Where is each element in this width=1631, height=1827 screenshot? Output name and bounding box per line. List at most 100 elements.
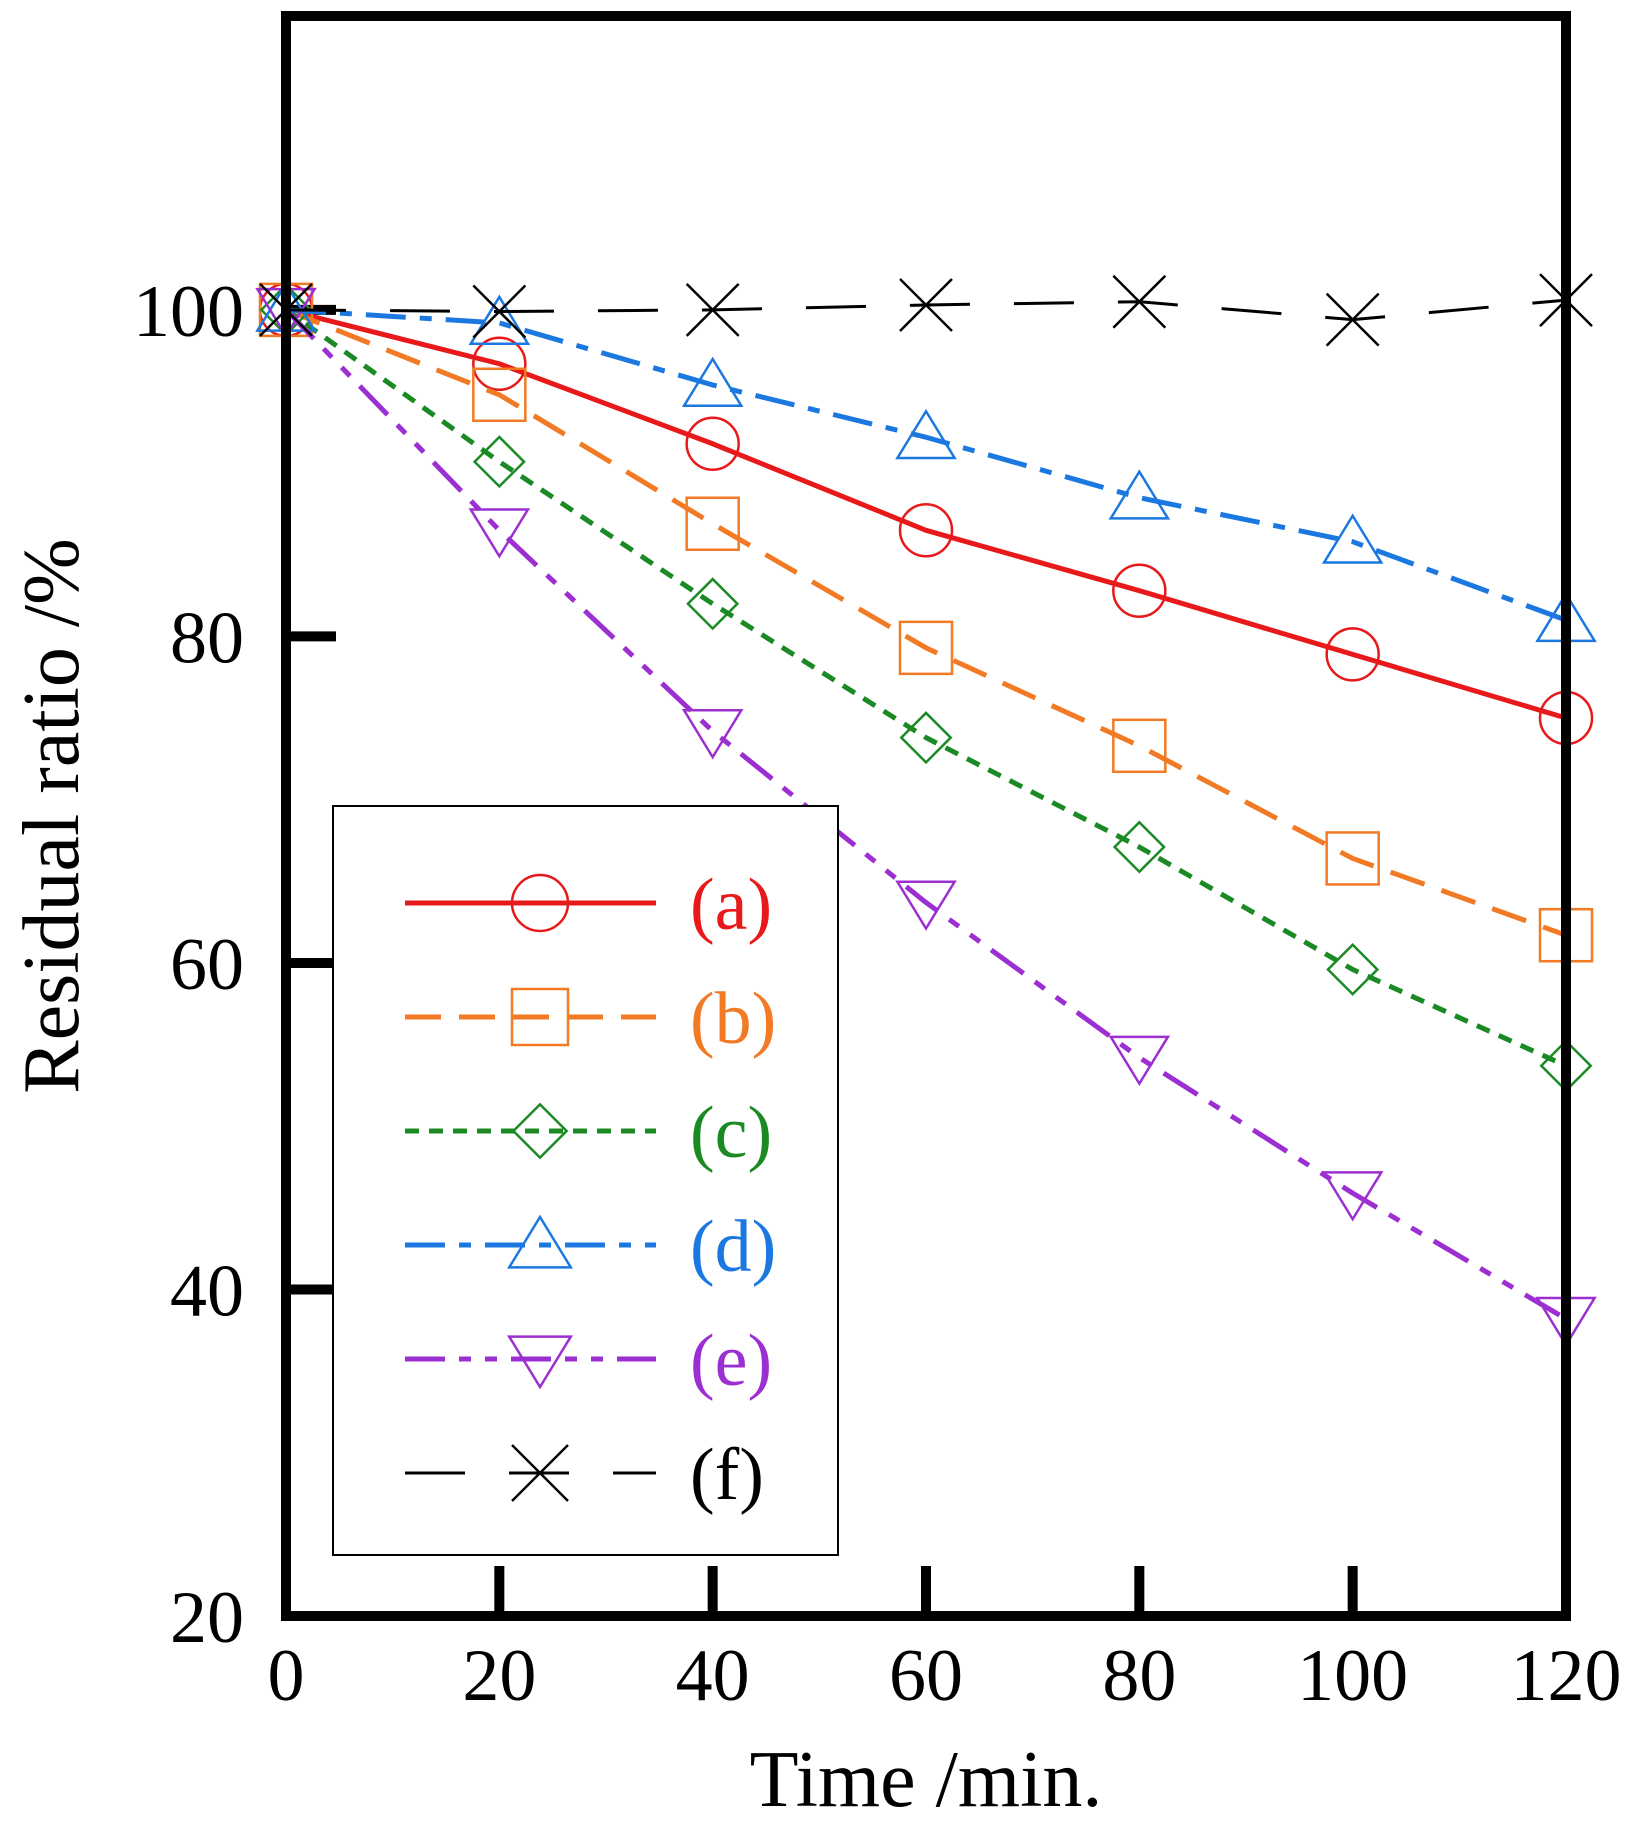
- triangle-down-marker: [468, 508, 531, 559]
- series-line: [285, 298, 1567, 322]
- triangle-up-marker-shape: [1108, 469, 1171, 520]
- circle-marker: [510, 873, 570, 933]
- x-tick-label: 80: [1102, 1635, 1176, 1717]
- triangle-up-marker: [895, 408, 957, 460]
- triangle-down-marker-shape: [681, 709, 744, 760]
- legend-label: (a): [690, 864, 772, 946]
- x-marker: [472, 284, 527, 339]
- triangle-down-marker-shape: [895, 880, 957, 931]
- x-marker: [511, 1444, 569, 1502]
- diamond-marker: [511, 1102, 569, 1160]
- x-marker-stroke: [899, 278, 953, 332]
- tick-labels: 0 20 40 60 80 100 120 20 40 60 80 100: [133, 271, 1622, 1717]
- legend-item: (e): [405, 1320, 772, 1402]
- x-tick-label: 60: [889, 1635, 963, 1717]
- circle-marker-shape: [510, 873, 570, 933]
- series-line: [285, 307, 1567, 721]
- y-tick-label: 80: [170, 597, 244, 679]
- legend-label: (d): [690, 1206, 776, 1288]
- diamond-marker-shape: [511, 1102, 569, 1160]
- triangle-up-marker: [1108, 469, 1171, 520]
- triangle-up-marker: [1321, 513, 1384, 564]
- circle-marker-shape: [898, 503, 954, 558]
- legend-item: (c): [405, 1092, 772, 1174]
- series-f: [259, 273, 1593, 347]
- y-axis-title: Residual ratio /%: [8, 538, 96, 1093]
- legend-label: (b): [690, 978, 776, 1060]
- diamond-marker: [686, 577, 740, 631]
- x-marker-stroke: [1325, 292, 1380, 347]
- x-marker-stroke: [1112, 274, 1167, 329]
- circle-marker: [685, 416, 740, 472]
- circle-marker-shape: [1112, 563, 1167, 618]
- x-marker: [1325, 292, 1380, 347]
- triangle-down-marker: [1321, 1171, 1384, 1222]
- circle-marker: [1325, 627, 1380, 682]
- x-tick-label: 100: [1297, 1635, 1408, 1717]
- x-marker: [899, 278, 953, 332]
- legend-item: (b): [405, 978, 776, 1060]
- y-tick-label: 60: [170, 924, 244, 1006]
- triangle-down-marker-shape: [506, 1335, 574, 1390]
- diamond-marker: [1112, 820, 1166, 874]
- square-marker-shape: [1112, 718, 1167, 774]
- triangle-down-marker: [1108, 1035, 1171, 1087]
- diamond-marker: [472, 435, 526, 489]
- y-tick-label: 100: [133, 271, 244, 353]
- square-marker-shape: [685, 496, 740, 552]
- diamond-marker: [899, 711, 953, 765]
- triangle-up-marker-shape: [681, 356, 744, 408]
- square-marker: [472, 367, 527, 423]
- x-marker-stroke: [511, 1444, 569, 1502]
- triangle-up-marker: [681, 356, 744, 408]
- triangle-up-marker: [468, 294, 531, 345]
- circle-marker-shape: [685, 416, 740, 472]
- triangle-down-marker: [506, 1335, 574, 1390]
- series-line: [284, 308, 1568, 1322]
- square-marker: [1325, 831, 1380, 886]
- x-tick-label: 20: [462, 1635, 536, 1717]
- square-marker: [685, 496, 740, 552]
- legend-label: (f): [690, 1434, 764, 1516]
- diamond-marker-shape: [1112, 820, 1166, 874]
- diamond-marker-shape: [1326, 943, 1380, 996]
- diamond-marker-shape: [899, 711, 953, 765]
- legend-item: (a): [405, 864, 772, 946]
- circle-marker-shape: [472, 336, 527, 392]
- triangle-down-marker: [895, 880, 957, 931]
- circle-marker: [1112, 563, 1167, 618]
- series-d: [255, 281, 1597, 643]
- series-line: [285, 307, 1567, 938]
- triangle-down-marker-shape: [1321, 1171, 1384, 1222]
- legend: (a) (b) (c) (d) (e) (f): [332, 805, 839, 1556]
- diamond-marker-shape: [686, 577, 740, 631]
- x-marker-stroke: [685, 282, 740, 337]
- x-marker-stroke: [472, 284, 527, 339]
- square-marker-shape: [472, 367, 527, 423]
- square-marker: [510, 987, 570, 1047]
- legend-label: (c): [690, 1092, 772, 1174]
- circle-marker: [898, 503, 954, 558]
- legend-item: (f): [405, 1434, 764, 1516]
- x-tick-label: 0: [268, 1635, 305, 1717]
- y-tick-label: 40: [170, 1250, 244, 1332]
- triangle-up-marker-shape: [895, 408, 957, 460]
- circle-marker: [472, 336, 527, 392]
- legend-label: (e): [690, 1320, 772, 1402]
- x-tick-label: 120: [1511, 1635, 1622, 1717]
- square-marker: [898, 620, 954, 676]
- square-marker-shape: [1325, 831, 1380, 886]
- triangle-down-marker-shape: [1108, 1035, 1171, 1087]
- y-tick-label: 20: [170, 1577, 244, 1659]
- diamond-marker-shape: [472, 435, 526, 489]
- x-marker: [685, 282, 740, 337]
- triangle-up-marker: [506, 1214, 574, 1269]
- triangle-up-marker-shape: [506, 1214, 574, 1269]
- square-marker: [1112, 718, 1167, 774]
- x-axis-title: Time /min.: [750, 1736, 1103, 1824]
- x-tick-label: 40: [676, 1635, 750, 1717]
- circle-marker-shape: [1325, 627, 1380, 682]
- x-marker: [1112, 274, 1167, 329]
- triangle-down-marker-shape: [468, 508, 531, 559]
- triangle-up-marker-shape: [468, 294, 531, 345]
